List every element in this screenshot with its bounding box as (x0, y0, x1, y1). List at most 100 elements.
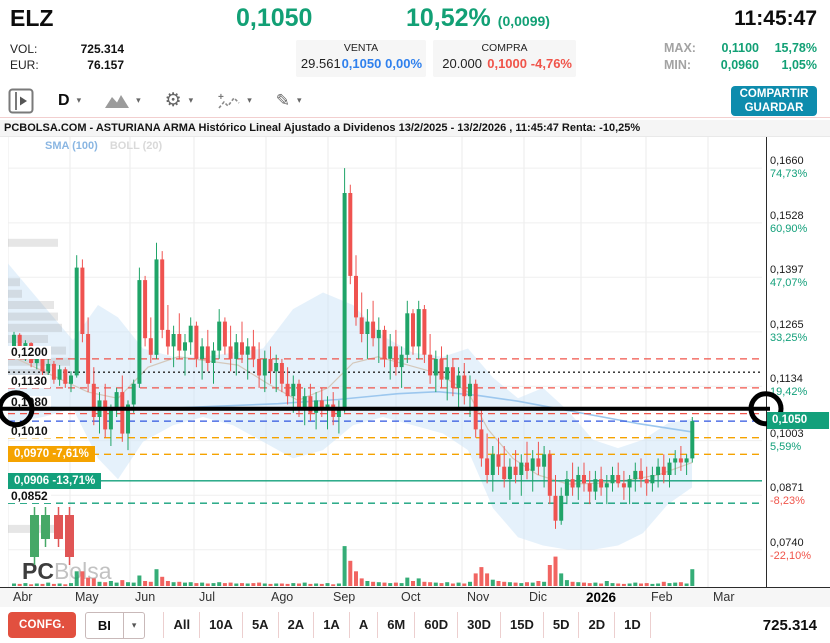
bid-box[interactable]: VENTA 29.561 0,1050 0,00% (296, 40, 426, 77)
min-percent: 1,05% (781, 58, 817, 72)
vol-value: 725.314 (80, 42, 124, 56)
bottom-toolbar: CONFG. BI ▾ All 10A 5A 2A 1A A 6M 60D 30D 15D 5D 2D… (0, 607, 830, 643)
timeframe-label: D (58, 91, 70, 109)
ask-percent: -4,76% (530, 56, 572, 71)
session-clock: 11:45:47 (734, 7, 817, 30)
x-axis-month-label: Jul (199, 590, 215, 604)
panel-toggle-button[interactable] (8, 88, 34, 114)
period-button-10a[interactable]: 10A (200, 612, 243, 638)
x-axis-month-label: Nov (467, 590, 490, 604)
trendline-overlay[interactable] (0, 137, 784, 587)
chevron-down-icon: ▾ (122, 612, 145, 638)
indicator-legend: SMA (100) BOLL (20) (45, 140, 162, 152)
chart-section: PCBOLSA.COM - ASTURIANA ARMA Histórico L… (0, 120, 830, 607)
add-indicator-icon: + (218, 92, 240, 109)
eur-value: 76.157 (87, 58, 124, 72)
price-change: 10,52% (0,0099) (406, 4, 550, 33)
y-axis-tick: 0,1528 60,90% (770, 209, 808, 235)
price-level-label: 0,1130 (8, 375, 51, 388)
volume-eur-summary: VOL: 725.314 EUR: 76.157 (10, 41, 124, 73)
interval-dropdown[interactable]: BI ▾ (84, 611, 146, 639)
period-button-1a[interactable]: 1A (314, 612, 350, 638)
chevron-down-icon: ▾ (136, 95, 141, 105)
interval-label: BI (97, 617, 111, 633)
ask-box[interactable]: COMPRA 20.000 0,1000 -4,76% (433, 40, 576, 77)
y-axis-tick: 0,1134 19,42% (770, 373, 808, 399)
plot-area[interactable]: PCBolsa 0,1200 0,1130 0,1010 0,0970 -7,61% 0… (0, 137, 830, 587)
x-axis-month-label: Jun (135, 590, 156, 604)
eur-label: EUR: (10, 58, 39, 72)
save-label: GUARDAR (744, 102, 804, 114)
symbol-ticker: ELZ (10, 5, 54, 31)
ask-quantity: 20.000 (442, 56, 482, 71)
period-button-a[interactable]: A (350, 612, 379, 638)
panel-toggle-icon (8, 88, 34, 113)
period-button-5d[interactable]: 5D (544, 612, 580, 638)
timeframe-selector[interactable]: D ▾ (58, 92, 81, 110)
period-button-6m[interactable]: 6M (378, 612, 416, 638)
y-axis-tick: 0,1660 74,73% (770, 155, 808, 181)
max-value: 0,1100 (721, 41, 759, 55)
x-axis-month-label: Sep (333, 590, 356, 604)
chart-type-selector[interactable]: ▾ (105, 92, 141, 110)
y-axis-tick: 0,1003 5,59% (770, 427, 804, 453)
ask-title: COMPRA (481, 42, 528, 54)
period-button-15d[interactable]: 15D (501, 612, 544, 638)
price-level-label: 0,0852 (8, 490, 51, 503)
x-axis-month-label: Mar (713, 590, 735, 604)
x-axis-month-label: Oct (401, 590, 421, 604)
add-indicator-menu[interactable]: + ▾ (217, 91, 252, 111)
period-button-60d[interactable]: 60D (415, 612, 459, 638)
chevron-down-icon: ▾ (247, 95, 252, 105)
mountain-chart-icon (105, 94, 130, 108)
max-percent: 15,78% (774, 41, 817, 55)
share-save-button[interactable]: COMPARTIR GUARDAR (731, 86, 817, 116)
candlestick-chart[interactable] (8, 137, 762, 587)
chart-title: PCBOLSA.COM - ASTURIANA ARMA Histórico L… (0, 120, 830, 137)
svg-text:+: + (218, 92, 224, 103)
x-axis-month-label: Feb (651, 590, 673, 604)
time-axis[interactable]: Abr May Jun Jul Ago Sep Oct Nov Dic 2026 Feb Mar (0, 587, 830, 607)
bid-title: VENTA (343, 42, 379, 54)
x-axis-month-label: 2026 (586, 590, 617, 605)
period-button-1d[interactable]: 1D (615, 612, 651, 638)
price-level-label: 0,1010 (8, 425, 51, 438)
bid-percent: 0,00% (385, 56, 423, 71)
chevron-down-icon: ▾ (296, 95, 302, 105)
chevron-down-icon: ▾ (76, 95, 82, 105)
y-axis-tick: 0,1397 47,07% (770, 264, 808, 290)
period-button-2a[interactable]: 2A (279, 612, 315, 638)
last-price: 0,1050 (236, 4, 313, 32)
gear-icon: ⚙ (164, 90, 182, 111)
price-axis[interactable]: 0,1660 74,73% 0,1528 60,90% 0,1397 47,07% 0,12… (766, 137, 830, 587)
y-axis-tick: 0,1265 33,25% (770, 318, 808, 344)
bid-quantity: 29.561 (300, 56, 341, 71)
chart-toolbar: D ▾ ▾ ⚙ ▾ + ▾ ✎ ▾ COMPARTIR GUARDAR (0, 84, 830, 118)
legend-sma: SMA (100) (45, 140, 98, 152)
session-volume-total: 725.314 (762, 616, 817, 634)
x-axis-month-label: Ago (271, 590, 294, 604)
draw-tools-menu[interactable]: ✎ ▾ (276, 91, 302, 110)
change-absolute: (0,0099) (497, 13, 550, 29)
header: ELZ VOL: 725.314 EUR: 76.157 0,1050 10,52%… (0, 0, 830, 84)
period-buttons: All 10A 5A 2A 1A A 6M 60D 30D 15D 5D 2D 1D (163, 612, 651, 638)
period-button-5a[interactable]: 5A (243, 612, 279, 638)
pencil-icon: ✎ (275, 91, 290, 110)
pcbolsa-watermark: PCBolsa (22, 558, 112, 585)
bid-price: 0,1050 (341, 56, 382, 71)
min-value: 0,0960 (720, 58, 759, 72)
share-label: COMPARTIR (739, 88, 809, 100)
y-axis-tick: 0,0871 -8,23% (770, 482, 805, 508)
change-percent: 10,52% (406, 4, 491, 32)
ask-price: 0,1000 (487, 56, 527, 71)
config-button[interactable]: CONFG. (8, 612, 76, 638)
period-button-all[interactable]: All (163, 612, 201, 638)
vol-label: VOL: (10, 42, 38, 56)
price-level-label: 0,1200 (8, 346, 51, 359)
period-button-30d[interactable]: 30D (458, 612, 501, 638)
period-button-2d[interactable]: 2D (579, 612, 616, 638)
max-label: MAX: (664, 41, 696, 55)
settings-menu[interactable]: ⚙ ▾ (165, 91, 194, 110)
min-label: MIN: (664, 58, 692, 72)
